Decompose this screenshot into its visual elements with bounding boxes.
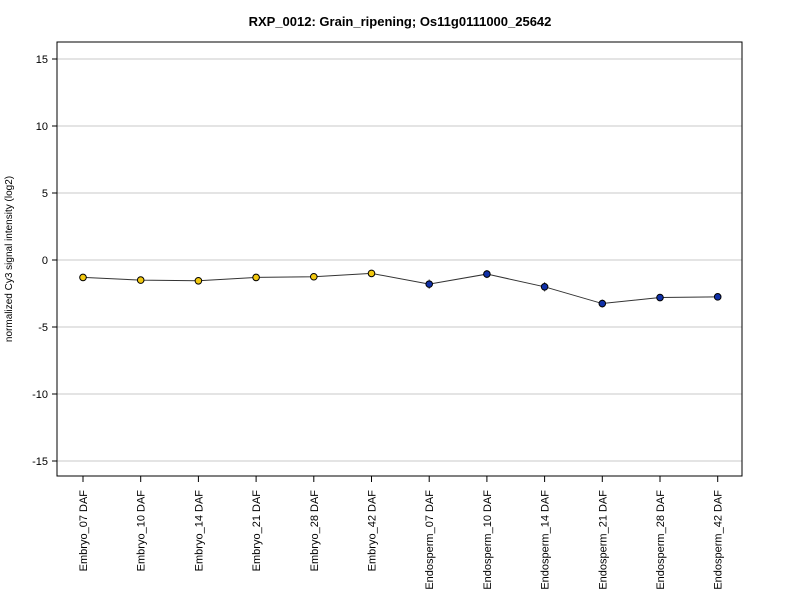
x-tick-label: Embryo_21 DAF [251,490,263,572]
x-axis: Embryo_07 DAF Embryo_10 DAF Embryo_14 DAF E… [78,476,725,590]
data-point [79,273,87,282]
data-point [367,269,376,278]
x-tick-label: Endosperm_10 DAF [482,490,494,590]
x-tick-label: Endosperm_28 DAF [655,490,667,590]
y-tick-label: -10 [32,389,48,401]
data-point [713,293,722,301]
data-point [310,272,318,281]
data-point [425,280,434,288]
plot-area [56,41,743,477]
y-axis-label: normalized Cy3 signal intensity (log2) [4,176,15,342]
x-tick-label: Embryo_14 DAF [193,490,205,572]
y-tick-label: 0 [42,255,48,267]
y-axis: 15 10 5 0 -5 -10 -15 [32,54,57,468]
data-point [656,293,664,302]
chart-title: RXP_0012: Grain_ripening; Os11g0111000_2… [249,14,552,29]
data-point [483,270,491,278]
x-tick-label: Embryo_28 DAF [309,490,321,572]
y-tick-label: -15 [32,456,48,468]
y-tick-label: 5 [42,188,48,200]
series-line [82,272,718,305]
y-tick-label: 15 [36,54,48,66]
data-point [540,283,549,291]
x-tick-label: Endosperm_07 DAF [424,490,436,590]
x-tick-label: Embryo_07 DAF [78,490,90,572]
x-tick-label: Endosperm_42 DAF [713,490,725,590]
data-point [598,299,607,308]
x-tick-label: Endosperm_14 DAF [540,490,552,590]
grid-lines [57,58,742,462]
y-tick-label: 10 [36,121,48,133]
x-tick-label: Endosperm_21 DAF [597,490,609,590]
data-point [136,276,145,284]
data-point [194,276,203,285]
y-tick-label: -5 [38,322,48,334]
data-point [252,273,260,282]
x-tick-label: Embryo_10 DAF [136,490,148,572]
x-tick-label: Embryo_42 DAF [367,490,379,572]
series-layer [79,269,722,308]
